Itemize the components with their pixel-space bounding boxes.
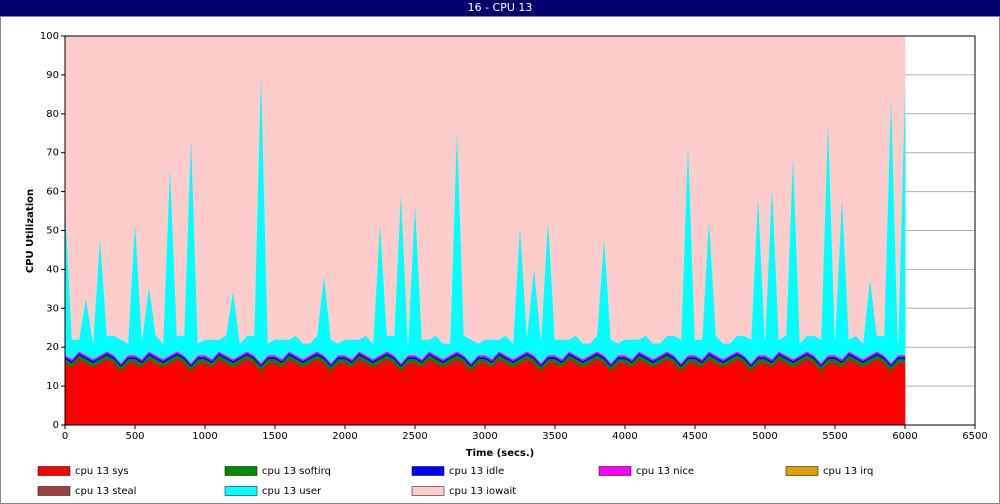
legend-label: cpu 13 nice — [636, 466, 694, 477]
y-tick-label: 50 — [46, 226, 59, 237]
legend-label: cpu 13 softirq — [262, 466, 331, 477]
y-tick-label: 80 — [46, 109, 59, 120]
y-axis-title: CPU Utilization — [25, 189, 36, 273]
x-tick-label: 5500 — [822, 431, 847, 442]
legend-label: cpu 13 iowait — [449, 486, 516, 497]
y-tick-label: 30 — [46, 303, 59, 314]
x-axis-title: Time (secs.) — [466, 448, 535, 459]
y-tick-label: 20 — [46, 342, 59, 353]
legend-label: cpu 13 user — [262, 486, 322, 497]
legend-label: cpu 13 steal — [75, 486, 136, 497]
legend-swatch — [598, 466, 632, 476]
title-bar — [0, 0, 1000, 16]
y-tick-label: 100 — [40, 31, 59, 42]
chart-title: 16 - CPU 13 — [468, 1, 533, 14]
x-tick-label: 4500 — [682, 431, 707, 442]
x-tick-label: 5000 — [752, 431, 777, 442]
y-tick-label: 60 — [46, 187, 59, 198]
legend-swatch — [785, 466, 819, 476]
legend-swatch — [224, 466, 258, 476]
x-tick-label: 4000 — [612, 431, 637, 442]
y-tick-label: 70 — [46, 148, 59, 159]
legend-label: cpu 13 irq — [823, 466, 873, 477]
x-tick-label: 1500 — [262, 431, 287, 442]
legend-swatch — [411, 466, 445, 476]
legend-swatch — [411, 486, 445, 496]
x-tick-label: 2500 — [402, 431, 427, 442]
legend-label: cpu 13 sys — [75, 466, 129, 477]
x-tick-label: 6000 — [892, 431, 917, 442]
x-tick-label: 500 — [125, 431, 144, 442]
plot-border — [64, 35, 976, 426]
x-tick-label: 6500 — [962, 431, 987, 442]
legend-swatch — [37, 466, 71, 476]
x-tick-label: 3000 — [472, 431, 497, 442]
legend-swatch — [37, 486, 71, 496]
x-tick-label: 2000 — [332, 431, 357, 442]
x-tick-label: 0 — [62, 431, 68, 442]
y-tick-label: 10 — [46, 381, 59, 392]
y-tick-label: 0 — [53, 420, 59, 431]
y-tick-label: 90 — [46, 70, 59, 81]
x-tick-label: 1000 — [192, 431, 217, 442]
x-tick-label: 3500 — [542, 431, 567, 442]
legend-swatch — [224, 486, 258, 496]
y-tick-label: 40 — [46, 264, 59, 275]
legend-label: cpu 13 idle — [449, 466, 504, 477]
